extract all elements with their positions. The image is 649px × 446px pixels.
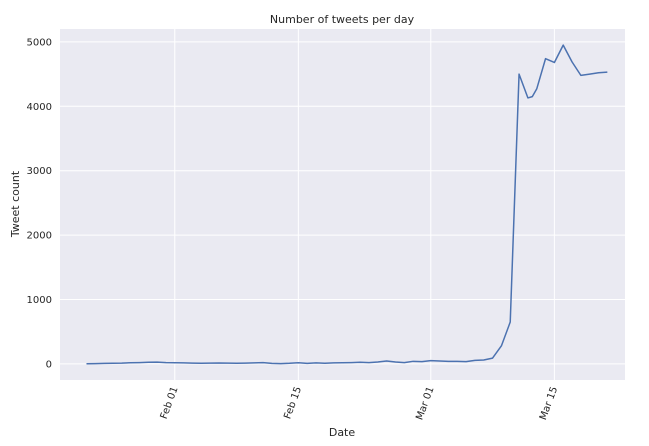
y-tick-label: 5000 [27, 37, 52, 48]
x-tick-label: Mar 15 [538, 385, 560, 421]
x-tick-label: Feb 15 [282, 385, 304, 420]
y-tick-label: 2000 [27, 231, 52, 242]
x-axis-title: Date [329, 426, 356, 439]
y-tick-label: 1000 [27, 295, 52, 306]
plot-background [60, 29, 625, 380]
y-tick-label: 3000 [27, 166, 52, 177]
y-tick-label: 4000 [27, 102, 52, 113]
x-tick-label: Mar 01 [414, 385, 436, 421]
series-line [86, 44, 608, 365]
x-tick-labels: Feb 01 Feb 15 Mar 01 Mar 15 [159, 385, 560, 421]
y-axis-title: Tweet count [9, 170, 22, 238]
y-tick-labels: 0 1000 2000 3000 4000 5000 [27, 37, 52, 370]
chart-title: Number of tweets per day [270, 13, 415, 26]
series-layer [86, 44, 608, 365]
y-tick-label: 0 [46, 359, 52, 370]
grid-lines [60, 29, 625, 380]
x-tick-label: Feb 01 [159, 385, 181, 420]
